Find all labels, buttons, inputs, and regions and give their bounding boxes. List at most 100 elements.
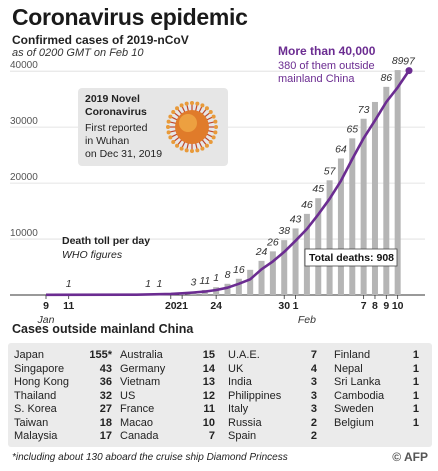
country-name: Spain <box>228 430 257 442</box>
cases-line-endpoint <box>405 67 413 75</box>
death-label: 97 <box>403 56 416 68</box>
country-row: U.A.E. 7 <box>228 349 317 363</box>
novel-coronavirus-box: 2019 Novel Coronavirus First reported in… <box>78 88 228 166</box>
country-row: Canada 7 <box>120 430 215 444</box>
country-cases: 1 <box>412 403 419 415</box>
death-label: 1 <box>157 278 163 290</box>
country-name: Australia <box>120 349 163 361</box>
info-box-bg <box>78 88 228 166</box>
virus-spike-tip <box>211 135 216 140</box>
bar <box>337 158 344 295</box>
bar <box>269 251 276 295</box>
bar <box>360 118 367 295</box>
country-name: Sri Lanka <box>334 376 381 388</box>
bar <box>224 283 231 295</box>
country-cases: 1 <box>412 416 419 429</box>
country-cases: 17 <box>99 430 112 442</box>
country-name: Vietnam <box>120 376 161 388</box>
death-label: 89 <box>392 55 404 67</box>
country-cases: 15 <box>202 349 215 361</box>
x-tick-label: 8 <box>372 300 378 312</box>
country-row: S. Korea 27 <box>14 403 112 417</box>
country-row: Taiwan 18 <box>14 417 112 431</box>
death-label: 11 <box>199 275 210 287</box>
country-cases: 12 <box>202 389 215 402</box>
death-label: 43 <box>290 213 302 225</box>
country-name: Macao <box>120 416 154 429</box>
death-label: 38 <box>278 225 290 237</box>
country-row: France 11 <box>120 403 215 417</box>
country-name: Nepal <box>334 362 363 375</box>
cases-line <box>45 69 411 297</box>
country-row: India 3 <box>228 376 317 390</box>
callout-main: More than 40,000 <box>278 44 376 58</box>
y-tick-label: 30000 <box>10 116 38 127</box>
virus-highlight <box>179 114 197 132</box>
country-name: Russia <box>228 416 262 429</box>
novel-line-3: on Dec 31, 2019 <box>85 148 162 160</box>
country-name: Thailand <box>14 389 57 402</box>
virus-spike-tip <box>208 110 213 115</box>
country-row: Thailand 32 <box>14 390 112 404</box>
chart-subtitle: Confirmed cases of 2019-nCoV <box>12 33 189 47</box>
country-cases: 3 <box>310 389 317 402</box>
virus-spike-tip <box>200 146 205 151</box>
country-name: S. Korea <box>14 403 57 415</box>
novel-line-1: First reported <box>85 122 148 134</box>
virus-spike-tip <box>195 148 200 153</box>
x-tick-label: 21 <box>176 300 188 312</box>
country-row: Singapore 43 <box>14 363 112 377</box>
country-name: US <box>120 389 136 402</box>
chart-timestamp: as of 0200 GMT on Feb 10 <box>12 47 144 59</box>
country-cases: 18 <box>99 416 112 429</box>
country-cases: 3 <box>310 403 317 415</box>
virus-spike-tip <box>195 101 200 106</box>
x-tick-label: 10 <box>392 300 404 312</box>
outside-cases-table: Japan 155* Singapore 43 Hong Kong 36 Thailand 3… <box>8 343 432 447</box>
country-cases: 1 <box>412 362 419 375</box>
country-name: UK <box>228 362 244 375</box>
death-label: 45 <box>312 183 324 195</box>
country-row: Malaysia 17 <box>14 430 112 444</box>
virus-spike-tip <box>200 103 205 108</box>
country-name: Italy <box>228 403 249 415</box>
country-column: Japan 155* Singapore 43 Hong Kong 36 Thailand 3… <box>14 349 112 444</box>
total-deaths-box: Total deaths: 908 <box>304 248 398 267</box>
death-label: 1 <box>213 272 219 284</box>
country-name: Canada <box>120 430 159 442</box>
country-cases: 14 <box>202 362 215 375</box>
country-cases: 1 <box>412 349 419 361</box>
afp-logo: © AFP <box>392 450 428 464</box>
novel-title-1: 2019 Novel <box>85 93 140 105</box>
virus-spike-tip <box>175 106 180 111</box>
death-label: 24 <box>255 246 268 258</box>
virus-spike-tip <box>166 119 171 124</box>
month-label: Feb <box>298 314 316 326</box>
virus-spike-tip <box>190 149 194 153</box>
country-cases: 36 <box>99 376 112 388</box>
country-cases: 13 <box>202 376 215 388</box>
virus-spike-tip <box>204 143 209 148</box>
country-row: Belgium 1 <box>334 417 419 431</box>
country-row: Cambodia 1 <box>334 390 419 404</box>
callout-line-3: mainland China <box>278 73 355 85</box>
country-name: Japan <box>14 349 44 361</box>
country-name: Germany <box>120 362 166 375</box>
death-label: 8 <box>225 269 231 281</box>
virus-spike-tip <box>171 110 176 115</box>
novel-title-2: Coronavirus <box>85 106 147 118</box>
virus-spike-tip <box>179 103 184 108</box>
death-label: 65 <box>346 123 358 135</box>
country-row: Japan 155* <box>14 349 112 363</box>
virus-spike-tip <box>213 130 218 135</box>
country-column: Finland 1 Nepal 1 Sri Lanka 1 Cambodia 1 Sweden 1… <box>334 349 419 430</box>
novel-line-2: in Wuhan <box>85 135 129 147</box>
x-tick-label: 9 <box>43 300 49 312</box>
country-row: US 12 <box>120 390 215 404</box>
country-cases: 1 <box>412 376 419 388</box>
country-row: Germany 14 <box>120 363 215 377</box>
country-row: Sweden 1 <box>334 403 419 417</box>
country-row: Philippines 3 <box>228 390 317 404</box>
country-cases: 43 <box>99 362 112 375</box>
